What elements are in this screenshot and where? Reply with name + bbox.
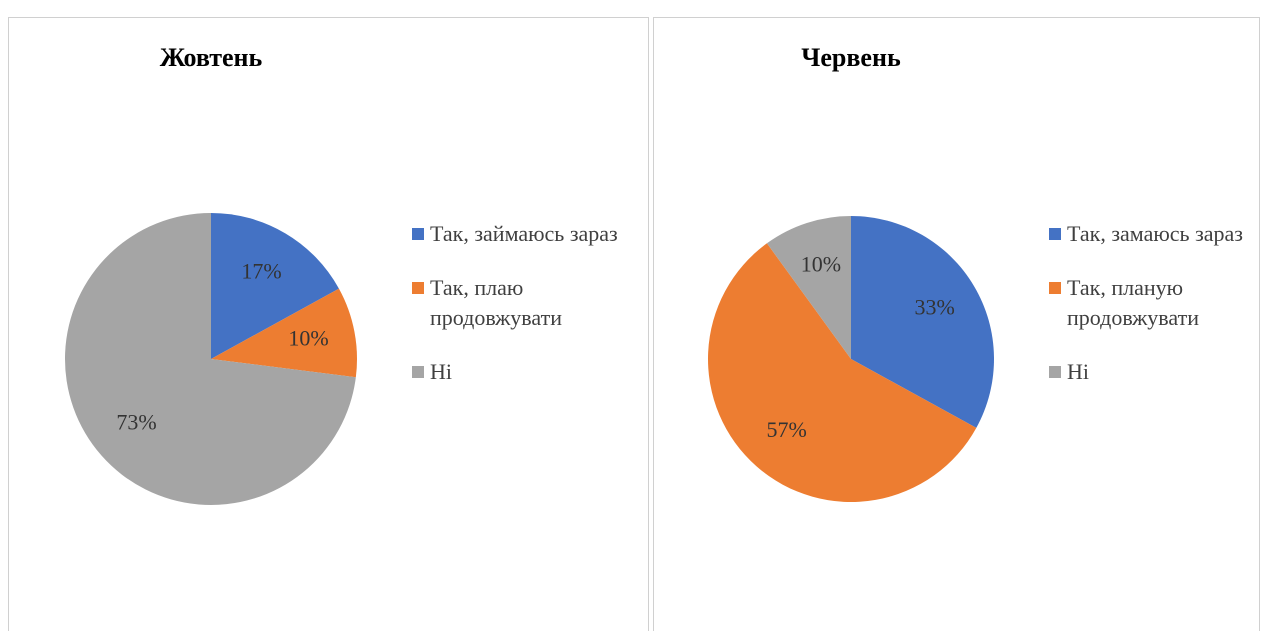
- chart: Червень 33% 57% 10%: [708, 43, 994, 502]
- legend-item: Так, планую продовжувати: [1049, 273, 1257, 333]
- data-label: 10%: [801, 252, 841, 277]
- legend-label: Так, займаюсь зараз: [430, 221, 618, 246]
- pie-slice: [851, 216, 994, 428]
- legend-swatch: [412, 228, 424, 240]
- chart: Жовтень 17% 10% 73%: [65, 43, 358, 505]
- pie-slice: [211, 288, 358, 378]
- chart-panel: Жовтень 17% 10% 73% Так, займаюсь зараз Так, …: [8, 17, 649, 631]
- legend-item: Ні: [1049, 357, 1257, 387]
- chart-title: Жовтень: [160, 43, 263, 72]
- data-label: 73%: [116, 410, 156, 435]
- legend-swatch: [1049, 366, 1061, 378]
- data-label: 17%: [241, 259, 281, 284]
- legend-item: Так, замаюсь зараз: [1049, 219, 1257, 249]
- legend-label: Ні: [1067, 359, 1089, 384]
- legend-swatch: [412, 282, 424, 294]
- legend-swatch: [1049, 282, 1061, 294]
- legend-label: Так, замаюсь зараз: [1067, 221, 1243, 246]
- legend: Так, займаюсь зараз Так, плаю продовжуват…: [412, 219, 620, 411]
- data-label: 10%: [288, 325, 328, 350]
- chart-panel: Червень 33% 57% 10% Так, замаюсь зараз Так, п…: [653, 17, 1260, 631]
- legend-swatch: [1049, 228, 1061, 240]
- pie-slice: [211, 213, 339, 359]
- legend-item: Так, плаю продовжувати: [412, 273, 620, 333]
- pie-slice: [65, 213, 356, 505]
- legend: Так, замаюсь зараз Так, планую продовжува…: [1049, 219, 1257, 411]
- data-label: 57%: [767, 417, 807, 442]
- legend-label: Так, плаю продовжувати: [430, 275, 562, 330]
- data-label: 33%: [915, 295, 955, 320]
- chart-title: Червень: [801, 43, 901, 72]
- pie-slice: [708, 243, 977, 502]
- legend-swatch: [412, 366, 424, 378]
- legend-item: Ні: [412, 357, 620, 387]
- legend-label: Так, планую продовжувати: [1067, 275, 1199, 330]
- legend-label: Ні: [430, 359, 452, 384]
- legend-item: Так, займаюсь зараз: [412, 219, 620, 249]
- pie-slice: [766, 216, 851, 359]
